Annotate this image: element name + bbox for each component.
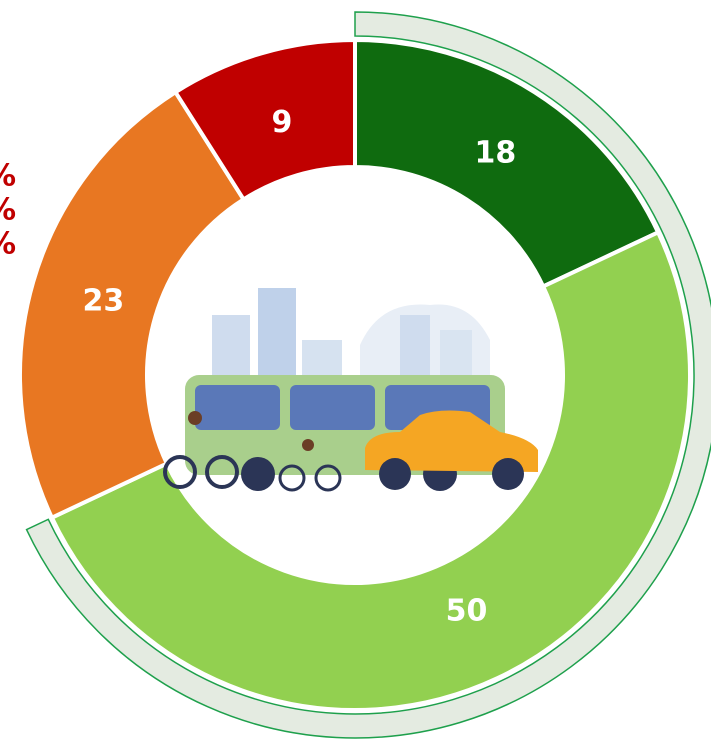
wedges [18,37,692,712]
bike-wheel [163,455,197,489]
labels: 18 50 23 9 [83,105,517,629]
annotations: %%% [0,159,16,262]
wheel [379,458,411,490]
annotation: % [0,227,16,262]
annotation: % [0,159,16,194]
cyclist-head [188,411,202,425]
data-label: 9 [271,105,292,140]
wheel [241,457,275,491]
annotation: % [0,193,16,228]
data-label: 50 [446,594,488,629]
wheel [492,458,524,490]
bus-window [290,385,375,430]
outer-band [25,11,711,739]
bike-wheel [278,464,306,492]
bus-window [195,385,280,430]
taxi-body [365,410,538,472]
center-illustration [147,167,563,583]
outer-band-group [25,11,711,739]
data-label: 18 [475,135,517,170]
bike-wheel [205,455,239,489]
cyclist-head [302,439,314,451]
bike-wheel [314,464,342,492]
data-label: 23 [83,283,125,318]
